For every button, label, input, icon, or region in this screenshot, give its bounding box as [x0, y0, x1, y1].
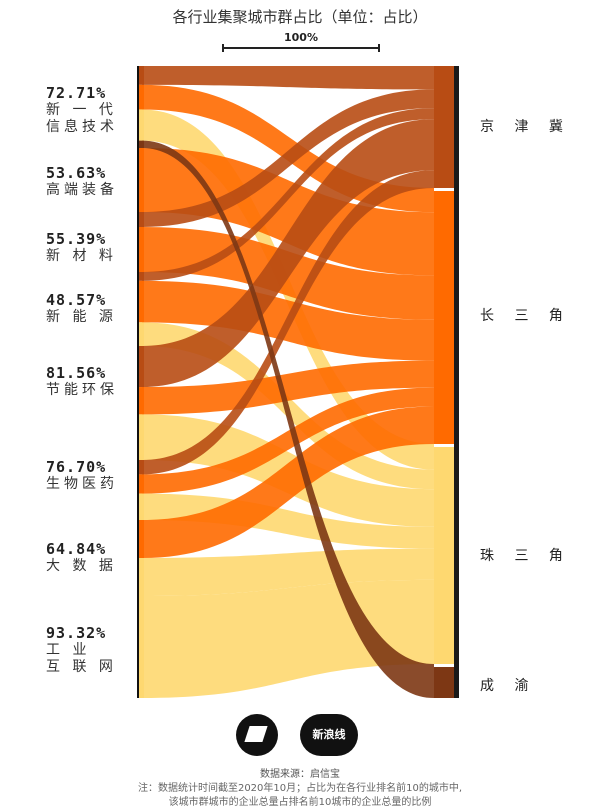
industry-share: 48.57% [46, 291, 107, 309]
industry-label: 55.39% 新 材 料 [46, 230, 117, 265]
logos: 新浪线 [236, 714, 366, 758]
industry-bar-segment [138, 109, 144, 141]
flow-生物医药-京津冀 [142, 170, 434, 475]
flow-高端装备-长三角 [142, 148, 434, 276]
industry-bar-segment [138, 520, 144, 558]
industry-share: 76.70% [46, 458, 107, 476]
industry-share: 81.56% [46, 364, 107, 382]
industry-bar-segment [138, 148, 144, 212]
flow-新能源-京津冀 [142, 108, 434, 281]
industry-bar-segment [138, 66, 144, 85]
industry-bar-segment [138, 596, 144, 698]
chart-title: 各行业集聚城市群占比（单位：占比） [172, 8, 428, 26]
industry-name: 大 数 据 [46, 558, 117, 574]
flow-大数据-长三角 [142, 406, 434, 558]
region-label: 成 渝 [480, 678, 537, 694]
industry-name: 新 一 代 [46, 102, 117, 118]
industry-name: 节能环保 [46, 382, 118, 398]
industry-bar-segment [138, 387, 144, 415]
industry-label: 64.84% 大 数 据 [46, 540, 117, 575]
industry-bar-segment [138, 493, 144, 520]
industry-label: 72.71% 新 一 代信息技术 [46, 84, 118, 136]
region-bar-京津冀 [434, 66, 456, 188]
flow-生物医药-珠三角 [142, 493, 434, 549]
industry-share: 53.63% [46, 164, 107, 182]
region-bar-成渝 [434, 667, 456, 698]
industry-bar-segment [138, 346, 144, 388]
industry-bar-segment [138, 272, 144, 281]
industry-name: 工 业 [46, 642, 91, 658]
industry-share: 72.71% [46, 84, 107, 102]
industry-share: 64.84% [46, 540, 107, 558]
flow-大数据-珠三角 [142, 548, 434, 596]
flow-生物医药-长三角 [142, 387, 434, 494]
industry-bar-segment [138, 460, 144, 475]
note-line-1: 注：数据统计时间截至2020年10月；占比为在各行业排名前10的城市中, [137, 783, 463, 794]
right-axis [454, 66, 459, 698]
industry-bar-segment [138, 322, 144, 346]
region-label: 长 三 角 [480, 308, 571, 324]
flow-节能环保-京津冀 [142, 119, 434, 388]
flow-新材料-京津冀 [142, 89, 434, 227]
industry-bar-segment [138, 212, 144, 227]
region-bar-长三角 [434, 191, 456, 444]
flow-节能环保-长三角 [142, 360, 434, 415]
industry-name: 新 能 源 [46, 309, 117, 325]
industry-name: 高端装备 [46, 182, 118, 198]
scale-bar [222, 44, 380, 52]
industry-bar-segment [138, 84, 144, 110]
industry-bar-segment [138, 558, 144, 596]
industry-name: 生物医药 [46, 476, 118, 492]
industry-label: 76.70% 生物医药 [46, 458, 118, 493]
scale-label: 100% [284, 31, 318, 44]
flow-新一代信息技术-成渝 [142, 140, 434, 698]
region-label: 京 津 冀 [480, 119, 571, 135]
brand-logo-icon [236, 714, 278, 756]
industry-bar-segment [138, 227, 144, 272]
industry-bar-segment [138, 474, 144, 494]
industry-bar-segment [138, 414, 144, 460]
industry-label: 93.32% 工 业互 联 网 [46, 624, 117, 676]
industry-bar-segment [138, 140, 144, 148]
data-source: 数据来源：启信宝 [260, 769, 340, 780]
flow-新一代信息技术-京津冀 [142, 66, 434, 90]
industry-label: 53.63% 高端装备 [46, 164, 118, 199]
industry-label: 81.56% 节能环保 [46, 364, 118, 399]
industry-bar-segment [138, 280, 144, 323]
industry-label: 48.57% 新 能 源 [46, 291, 117, 326]
region-bar-珠三角 [434, 447, 456, 664]
industry-name: 信息技术 [46, 119, 118, 135]
note-line-2: 该城市群城市的企业总量占排名前10城市的企业总量的比例 [168, 797, 432, 808]
industry-share: 55.39% [46, 230, 107, 248]
industry-name: 新 材 料 [46, 248, 117, 264]
region-label: 珠 三 角 [480, 548, 571, 564]
scale-indicator: 100% [222, 31, 380, 57]
xinxian-logo: 新浪线 [300, 714, 358, 756]
industry-name: 互 联 网 [46, 659, 117, 675]
flow-工业互联网-珠三角 [142, 579, 434, 698]
industry-share: 93.32% [46, 624, 107, 642]
